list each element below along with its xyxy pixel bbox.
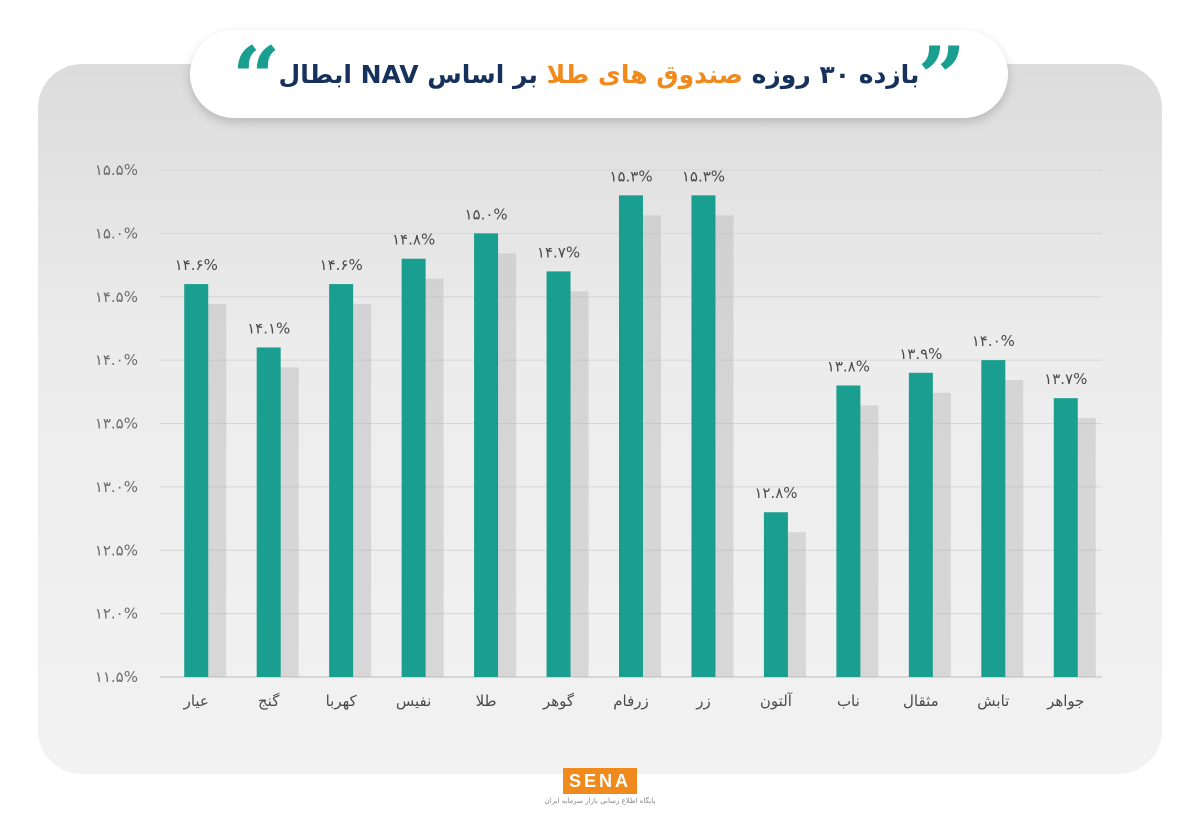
y-tick-label: ۱۵.۵% [95, 161, 138, 179]
data-label: ۱۲.۸% [754, 484, 797, 502]
category-label: زر [695, 692, 711, 710]
category-label: جواهر [1046, 692, 1084, 710]
bar [329, 284, 354, 677]
bar [546, 271, 571, 677]
category-label: مثقال [903, 692, 939, 710]
bar [981, 360, 1006, 677]
category-label: عیار [183, 692, 209, 710]
bar [836, 385, 861, 677]
data-label: ۱۴.۶% [175, 256, 218, 274]
category-label: کهربا [326, 692, 358, 710]
category-label: نفیس [396, 692, 431, 710]
bar [908, 372, 933, 677]
bar [184, 284, 209, 677]
title-banner: “ بازده ۳۰ روزه صندوق های طلا بر اساس NA… [190, 28, 1008, 127]
data-labels: ۱۴.۶% ۱۴.۱% ۱۴.۶% ۱۴.۸% ۱۵.۰% ۱۴.۷% ۱۵.۳% ۱۵.۳%… [175, 167, 1088, 502]
bar [763, 512, 788, 677]
category-label: آلتون [760, 692, 793, 710]
bar [691, 195, 716, 677]
data-label: ۱۵.۳% [682, 167, 725, 185]
data-label: ۱۴.۸% [392, 231, 435, 249]
quote-close-icon: ” [917, 28, 966, 127]
y-tick-label: ۱۲.۵% [95, 541, 138, 559]
category-label: گنج [258, 692, 280, 710]
chart-card [38, 64, 1162, 774]
y-tick-label: ۱۴.۵% [95, 288, 138, 306]
bar [474, 233, 499, 677]
data-label: ۱۴.۶% [320, 256, 363, 274]
bars [184, 195, 1096, 677]
title-part-2: صندوق های طلا [546, 59, 743, 89]
x-axis-categories: عیار گنج کهربا نفیس طلا گوهر زرفام زر آلتون ناب مث… [183, 692, 1085, 710]
y-tick-label: ۱۳.۰% [95, 478, 138, 496]
logo-tagline: پایگاه اطلاع رسانی بازار سرمایه ایران [544, 797, 656, 805]
data-label: ۱۳.۷% [1044, 370, 1087, 388]
category-label: تابش [977, 692, 1009, 710]
data-label: ۱۴.۷% [537, 243, 580, 261]
y-tick-label: ۱۲.۰% [95, 605, 138, 623]
title-part-1: بازده ۳۰ روزه [751, 59, 920, 89]
category-label: گوهر [542, 692, 575, 710]
bar [401, 258, 426, 677]
data-label: ۱۴.۱% [247, 319, 290, 337]
category-label: ناب [837, 692, 860, 710]
quote-open-icon: “ [232, 28, 281, 127]
data-label: ۱۳.۹% [899, 345, 942, 363]
bar [1053, 398, 1078, 677]
category-label: طلا [476, 692, 497, 710]
title-part-3: بر اساس NAV ابطال [278, 59, 538, 89]
bar [619, 195, 643, 677]
y-tick-label: ۱۳.۵% [95, 415, 138, 433]
data-label: ۱۳.۸% [827, 357, 870, 375]
y-axis-ticks: ۱۱.۵% ۱۲.۰% ۱۲.۵% ۱۳.۰% ۱۳.۵% ۱۴.۰% ۱۴.۵% ۱۵.۰%… [95, 161, 138, 686]
sena-logo: SENA پایگاه اطلاع رسانی بازار سرمایه ایر… [545, 768, 655, 818]
category-label: زرفام [613, 692, 649, 710]
chart-title: بازده ۳۰ روزه صندوق های طلا بر اساس NAV … [279, 60, 920, 89]
bar [256, 347, 281, 677]
data-label: ۱۵.۳% [609, 167, 652, 185]
logo-text: SENA [562, 768, 637, 794]
y-tick-label: ۱۵.۰% [95, 224, 138, 242]
y-tick-label: ۱۴.۰% [95, 351, 138, 369]
data-label: ۱۴.۰% [972, 332, 1015, 350]
y-tick-label: ۱۱.۵% [95, 668, 138, 686]
data-label: ۱۵.۰% [464, 205, 507, 223]
